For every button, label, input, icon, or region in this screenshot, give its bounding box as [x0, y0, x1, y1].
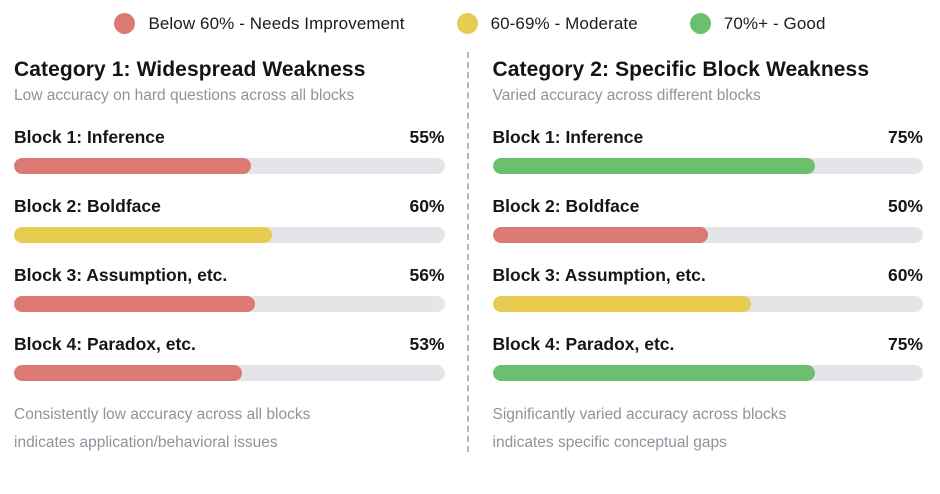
- block-label: Block 1: Inference: [492, 127, 644, 147]
- progress-fill: [492, 296, 751, 312]
- block-row: Block 2: Boldface 60%: [14, 196, 445, 243]
- category-1-panel: Category 1: Widespread Weakness Low accu…: [0, 44, 467, 472]
- footer-line: indicates application/behavioral issues: [14, 433, 278, 451]
- block-label: Block 1: Inference: [14, 127, 165, 147]
- category-1-footer: Consistently low accuracy across all blo…: [14, 401, 445, 457]
- block-row: Block 1: Inference 55%: [14, 127, 445, 174]
- progress-track: [492, 365, 923, 381]
- legend-dot-red: [114, 13, 136, 34]
- block-row: Block 4: Paradox, etc. 53%: [14, 334, 445, 381]
- footer-line: Consistently low accuracy across all blo…: [14, 406, 311, 423]
- block-value: 50%: [887, 196, 923, 216]
- category-2-subtitle: Varied accuracy across different blocks: [492, 87, 761, 104]
- progress-track: [14, 227, 445, 243]
- footer-line: Significantly varied accuracy across blo…: [492, 406, 787, 423]
- progress-fill: [492, 227, 708, 243]
- legend-label: 60-69% - Moderate: [490, 13, 638, 33]
- legend-label: 70%+ - Good: [723, 13, 826, 33]
- progress-track: [492, 296, 923, 312]
- block-row: Block 1: Inference 75%: [492, 127, 923, 174]
- progress-fill: [14, 227, 273, 243]
- category-columns: Category 1: Widespread Weakness Low accu…: [0, 44, 940, 472]
- progress-fill: [14, 158, 251, 174]
- category-2-title: Category 2: Specific Block Weakness: [492, 58, 870, 81]
- legend-item-needs-improvement: Below 60% - Needs Improvement: [114, 13, 404, 34]
- block-label: Block 2: Boldface: [492, 196, 640, 216]
- block-row: Block 2: Boldface 50%: [492, 196, 923, 243]
- progress-fill: [14, 296, 256, 312]
- legend-dot-yellow: [456, 13, 478, 34]
- block-value: 56%: [409, 265, 445, 285]
- block-label: Block 3: Assumption, etc.: [492, 265, 706, 285]
- column-divider: [466, 52, 469, 453]
- block-label: Block 2: Boldface: [14, 196, 161, 216]
- progress-track: [14, 365, 445, 381]
- block-value: 60%: [887, 265, 923, 285]
- legend: Below 60% - Needs Improvement 60-69% - M…: [0, 0, 940, 44]
- progress-track: [14, 158, 445, 174]
- footer-line: indicates specific conceptual gaps: [492, 433, 727, 451]
- legend-dot-green: [689, 13, 711, 34]
- progress-fill: [14, 365, 243, 381]
- block-row: Block 4: Paradox, etc. 75%: [492, 334, 923, 381]
- progress-fill: [492, 365, 816, 381]
- block-label: Block 4: Paradox, etc.: [492, 334, 675, 354]
- block-value: 75%: [887, 334, 923, 354]
- block-row: Block 3: Assumption, etc. 56%: [14, 265, 445, 312]
- block-value: 55%: [409, 127, 445, 147]
- block-value: 60%: [409, 196, 445, 216]
- block-value: 53%: [409, 334, 445, 354]
- progress-track: [14, 296, 445, 312]
- progress-fill: [492, 158, 816, 174]
- category-1-subtitle: Low accuracy on hard questions across al…: [14, 87, 355, 104]
- block-label: Block 4: Paradox, etc.: [14, 334, 196, 354]
- category-2-panel: Category 2: Specific Block Weakness Vari…: [469, 44, 940, 472]
- legend-item-good: 70%+ - Good: [689, 13, 826, 34]
- block-row: Block 3: Assumption, etc. 60%: [492, 265, 923, 312]
- category-1-title: Category 1: Widespread Weakness: [14, 58, 366, 81]
- block-value: 75%: [887, 127, 923, 147]
- progress-track: [492, 158, 923, 174]
- legend-label: Below 60% - Needs Improvement: [148, 13, 405, 33]
- legend-item-moderate: 60-69% - Moderate: [456, 13, 638, 34]
- progress-track: [492, 227, 923, 243]
- category-2-footer: Significantly varied accuracy across blo…: [493, 401, 924, 457]
- block-label: Block 3: Assumption, etc.: [14, 265, 228, 285]
